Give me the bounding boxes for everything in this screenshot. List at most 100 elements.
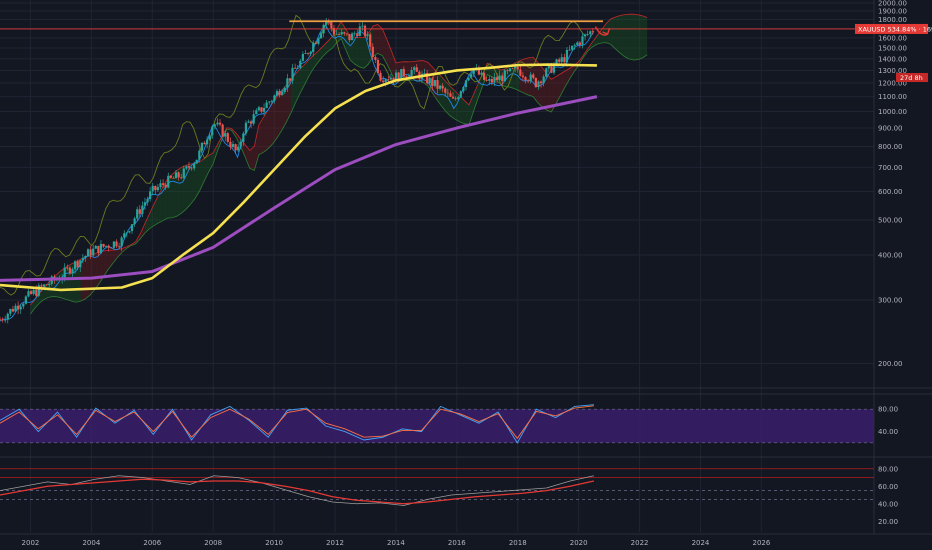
candle-body (89, 249, 92, 256)
candle-body (4, 319, 7, 321)
main-price-pane[interactable] (0, 13, 874, 324)
candle-body (120, 237, 123, 247)
cloud-segment (89, 253, 95, 296)
candle-body (369, 34, 372, 47)
candle-body (501, 75, 504, 82)
countdown-badge-text: 27d 8h (900, 74, 923, 82)
candle-body (565, 49, 569, 63)
candle-body (394, 72, 398, 81)
ichimoku-cloud (30, 13, 648, 315)
candle-body (216, 122, 219, 125)
cloud-segment (263, 110, 269, 153)
candle-body (195, 159, 198, 164)
candle-body (198, 150, 201, 160)
candle-body (488, 78, 491, 81)
candle-body (286, 78, 289, 88)
candle-body (42, 284, 46, 287)
grid-layer (0, 0, 932, 535)
candle-body (495, 77, 499, 80)
price-tick-label: 1000.00 (878, 108, 907, 116)
candle-body (159, 183, 162, 188)
cloud-segment (249, 146, 255, 171)
candle-body (40, 285, 43, 287)
candle-body (203, 142, 206, 145)
cloud-segment (546, 73, 552, 112)
candle-body (97, 245, 100, 254)
candle-body (273, 95, 276, 101)
candle-body (503, 70, 506, 82)
candle-body (576, 42, 579, 45)
stochastic-pane[interactable]: 40.00 80.00 (0, 404, 898, 444)
cloud-segment (459, 95, 465, 124)
candle-body (470, 74, 473, 78)
candle-body (534, 77, 537, 88)
candle-body (146, 199, 149, 203)
candle-body (451, 96, 455, 99)
candle-body (366, 34, 369, 36)
candle-body (552, 65, 556, 73)
candle-body (14, 305, 17, 312)
candle-body (317, 38, 320, 44)
cloud-segment (523, 57, 529, 96)
candle-body (294, 67, 297, 69)
price-tick-label: 200.00 (878, 360, 903, 368)
cloud-segment (290, 73, 296, 114)
candle-body (208, 135, 211, 140)
rsi-pane[interactable]: 20.00 40.00 60.00 80.00 (0, 465, 898, 526)
candle-body (539, 81, 543, 84)
candle-body (151, 185, 154, 192)
candle-body (237, 146, 240, 151)
forecast-arrowhead (602, 27, 611, 35)
candle-body (457, 97, 460, 99)
candle-body (537, 81, 540, 88)
candle-body (397, 72, 400, 81)
candle-body (268, 101, 271, 103)
cloud-segment (610, 17, 616, 49)
cloud-segment (190, 163, 195, 205)
candle-body (493, 77, 496, 83)
candle-body (174, 172, 178, 179)
candle-body (350, 33, 354, 41)
cloud-segment (208, 152, 214, 173)
candle-body (529, 74, 532, 82)
candle-body (19, 306, 22, 310)
candle-body (115, 241, 118, 247)
candle-body (483, 72, 486, 80)
candle-body (444, 88, 447, 93)
cloud-segment (144, 214, 150, 234)
candle-body (71, 269, 74, 274)
candle-body (130, 224, 134, 232)
candle-body (312, 42, 315, 52)
candle-body (379, 72, 382, 81)
candle-body (384, 79, 387, 83)
candle-body (519, 69, 522, 76)
time-tick-label: 2004 (82, 539, 100, 547)
candle-body (532, 74, 535, 78)
candle-body (260, 107, 263, 112)
candle-body (330, 21, 333, 28)
candle-body (376, 59, 380, 73)
candle-body (527, 80, 530, 82)
stoch-k-line (0, 404, 594, 444)
candle-body (37, 285, 40, 296)
cloud-segment (359, 37, 364, 69)
cloud-segment (254, 124, 259, 171)
price-tick-label: 500.00 (878, 217, 903, 225)
candle-body (581, 36, 584, 45)
candle-body (547, 64, 550, 69)
candle-body (558, 59, 561, 62)
time-tick-label: 2024 (692, 539, 710, 547)
candle-body (449, 93, 452, 97)
candle-body (301, 53, 304, 61)
price-tick-label: 300.00 (878, 297, 903, 305)
cloud-segment (377, 24, 383, 56)
candle-body (224, 133, 227, 137)
candle-body (242, 133, 245, 142)
candle-body (436, 80, 439, 89)
candle-body (226, 133, 229, 142)
cloud-segment (569, 65, 575, 80)
time-axis[interactable]: 2002 2004 2006 2008 2010 2012 2014 2016 2018 2020… (22, 539, 771, 547)
price-tick-label: 1800.00 (878, 16, 907, 24)
cloud-segment (117, 248, 122, 258)
cloud-segment (386, 39, 392, 74)
